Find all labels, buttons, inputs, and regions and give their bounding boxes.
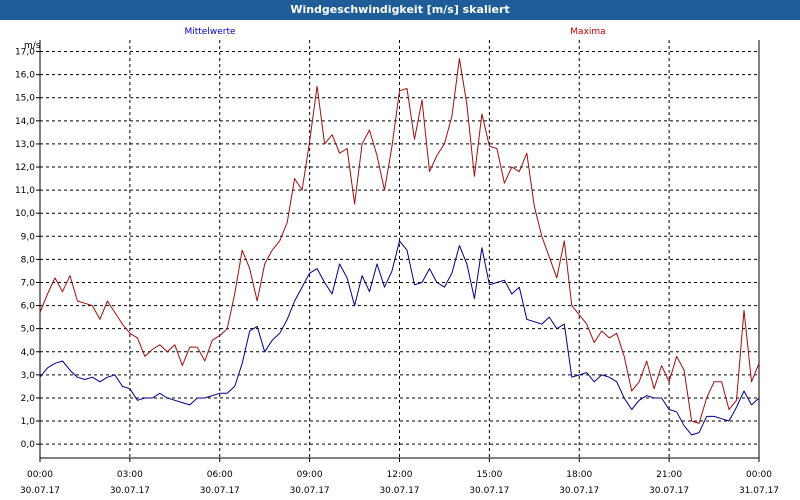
y-tick-label-5: 5,0 xyxy=(21,325,36,335)
y-tick-label-15: 15,0 xyxy=(15,94,35,104)
x-tick-labels: 00:00 30.07.17 03:00 30.07.17 06:00 30.07.17 0… xyxy=(20,458,779,496)
y-tick-label-1: 1,0 xyxy=(21,417,36,427)
y-tick-label-16: 16,0 xyxy=(15,71,35,81)
y-tick-label-0: 0,0 xyxy=(21,440,36,450)
series-line-mittelwerte xyxy=(39,240,760,436)
x-tick-time-2: 06:00 xyxy=(207,470,233,480)
x-tick-date-3: 30.07.17 xyxy=(290,486,330,496)
x-tick-date-0: 30.07.17 xyxy=(20,486,60,496)
x-tick-date-4: 30.07.17 xyxy=(379,486,419,496)
x-tick-date-1: 30.07.17 xyxy=(110,486,150,496)
series-line-maxima xyxy=(39,58,760,424)
y-tick-label-8: 8,0 xyxy=(21,255,36,265)
y-tick-label-3: 3,0 xyxy=(21,371,36,381)
y-axis-label: m/s xyxy=(24,41,41,51)
legend-maxima: Maxima xyxy=(570,27,605,37)
y-tick-label-17: 17,0 xyxy=(15,48,35,58)
window-title: Windgeschwindigkeit [m/s] skaliert xyxy=(0,0,800,20)
y-tick-label-11: 11,0 xyxy=(15,186,35,196)
x-tick-date-6: 30.07.17 xyxy=(559,486,599,496)
x-tick-time-3: 09:00 xyxy=(297,470,323,480)
y-tick-label-6: 6,0 xyxy=(21,302,36,312)
x-tick-time-6: 18:00 xyxy=(566,470,592,480)
x-tick-date-7: 30.07.17 xyxy=(649,486,689,496)
x-tick-date-2: 30.07.17 xyxy=(200,486,240,496)
x-tick-time-8: 00:00 xyxy=(746,470,772,480)
y-tick-label-4: 4,0 xyxy=(21,348,36,358)
series-lines xyxy=(39,58,760,436)
y-tick-label-13: 13,0 xyxy=(15,140,35,150)
legend-mittelwerte: Mittelwerte xyxy=(184,27,235,37)
x-tick-time-1: 03:00 xyxy=(117,470,143,480)
x-tick-time-4: 12:00 xyxy=(387,470,413,480)
x-tick-time-7: 21:00 xyxy=(656,470,682,480)
y-tick-label-9: 9,0 xyxy=(21,232,36,242)
y-tick-label-10: 10,0 xyxy=(15,209,35,219)
y-tick-labels: 0,0 1,0 2,0 3,0 4,0 5,0 6,0 7,0 8,0 9,0 10,0 11,0 12… xyxy=(15,48,40,450)
x-tick-date-5: 30.07.17 xyxy=(469,486,509,496)
y-tick-label-14: 14,0 xyxy=(15,117,35,127)
x-tick-time-5: 15:00 xyxy=(476,470,502,480)
y-tick-label-7: 7,0 xyxy=(21,278,36,288)
y-tick-label-2: 2,0 xyxy=(21,394,36,404)
x-tick-time-0: 00:00 xyxy=(27,470,53,480)
x-tick-date-8: 31.07.17 xyxy=(739,486,779,496)
y-tick-label-12: 12,0 xyxy=(15,163,35,173)
